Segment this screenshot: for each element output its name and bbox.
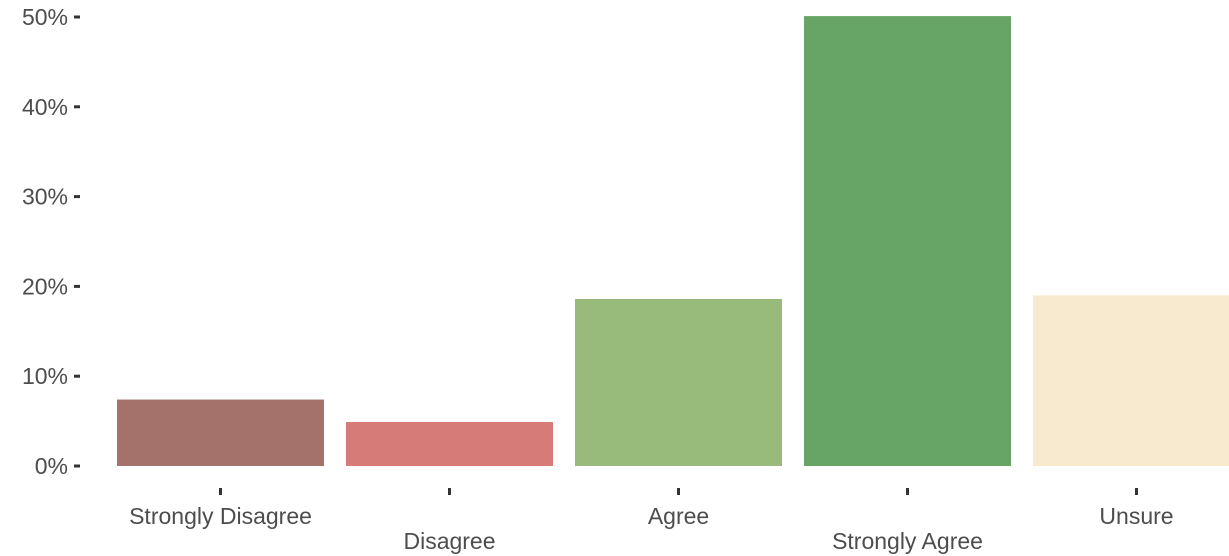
bar — [117, 399, 324, 466]
bar — [575, 298, 782, 466]
bar — [804, 16, 1011, 467]
x-tick-label: Disagree — [403, 528, 495, 554]
x-tick-label: Strongly Disagree — [129, 503, 312, 529]
x-tick-label: Unsure — [1099, 503, 1173, 529]
x-tick-label: Strongly Agree — [832, 528, 983, 554]
bar — [1033, 295, 1229, 466]
y-tick-label: 40% — [22, 94, 68, 120]
bar — [346, 421, 553, 466]
y-axis: 0% 10% 20% 30% 40% 50% — [22, 4, 80, 479]
y-tick-label: 50% — [22, 4, 68, 30]
x-tick-label: Agree — [648, 503, 709, 529]
y-tick-label: 30% — [22, 184, 68, 210]
x-axis: Strongly Disagree Disagree Agree Strongly A… — [129, 488, 1174, 554]
y-tick-label: 0% — [35, 453, 68, 479]
y-tick-label: 20% — [22, 273, 68, 299]
bars — [117, 16, 1229, 467]
y-tick-label: 10% — [22, 363, 68, 389]
